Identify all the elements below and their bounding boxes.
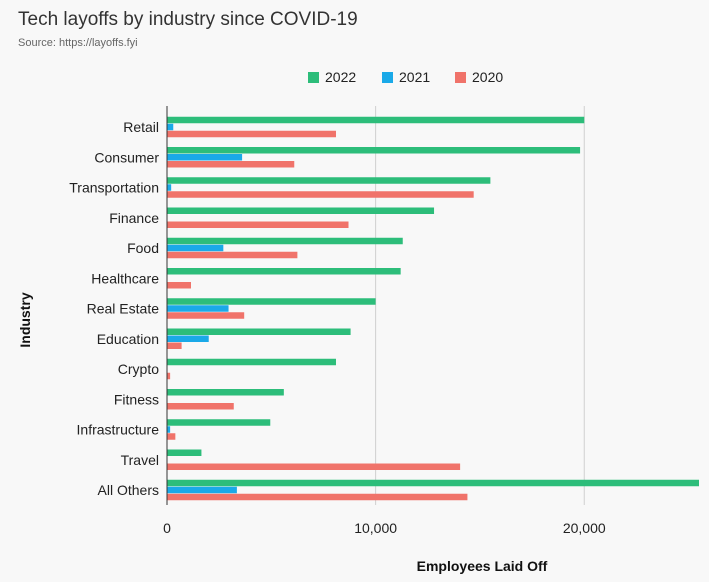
category-label: Infrastructure [77, 422, 160, 438]
bars [167, 116, 699, 501]
category-label: Food [127, 240, 159, 256]
bar-real-estate-2021 [167, 305, 229, 312]
chart-title: Tech layoffs by industry since COVID-19 [18, 9, 358, 30]
bar-fitness-2022 [167, 389, 284, 396]
bar-transportation-2022 [167, 177, 491, 184]
x-axis-title: Employees Laid Off [417, 558, 548, 574]
category-label: Crypto [118, 361, 159, 377]
bar-education-2022 [167, 328, 351, 335]
bar-finance-2022 [167, 207, 435, 214]
category-label: Travel [121, 452, 159, 468]
bar-retail-2022 [167, 116, 585, 124]
legend-swatch-2021 [382, 72, 393, 83]
legend-label-2022: 2022 [325, 69, 356, 85]
x-tick-label: 20,000 [563, 520, 606, 536]
bar-infrastructure-2022 [167, 419, 271, 426]
bar-all-others-2021 [167, 486, 237, 494]
legend: 2022 2021 2020 [308, 69, 503, 85]
legend-swatch-2022 [308, 72, 319, 83]
bar-food-2022 [167, 237, 403, 245]
bar-consumer-2022 [167, 147, 581, 154]
bar-all-others-2020 [167, 493, 468, 501]
bar-all-others-2022 [167, 479, 699, 487]
category-label: Consumer [94, 149, 159, 165]
category-label: Retail [123, 119, 159, 135]
bar-consumer-2020 [167, 161, 295, 168]
bar-healthcare-2022 [167, 268, 401, 275]
bar-infrastructure-2021 [167, 426, 171, 433]
x-tick-label: 10,000 [354, 520, 397, 536]
category-label: Real Estate [87, 301, 160, 317]
y-axis-title: Industry [17, 292, 33, 347]
category-label: All Others [98, 482, 159, 498]
bar-retail-2021 [167, 123, 174, 131]
bar-education-2020 [167, 342, 182, 349]
axes: Retail Consumer Transportation Finance Food H… [69, 106, 606, 536]
bar-real-estate-2020 [167, 312, 245, 319]
bar-crypto-2020 [167, 372, 171, 380]
category-label: Finance [109, 210, 159, 226]
bar-healthcare-2020 [167, 282, 191, 289]
bar-finance-2020 [167, 221, 349, 228]
bar-transportation-2021 [167, 184, 172, 191]
bar-food-2021 [167, 244, 224, 252]
legend-label-2020: 2020 [472, 69, 503, 85]
bar-retail-2020 [167, 130, 336, 138]
bar-transportation-2020 [167, 191, 474, 198]
bar-travel-2022 [167, 449, 202, 456]
grid-lines [375, 106, 585, 505]
bar-food-2020 [167, 251, 298, 259]
bar-infrastructure-2020 [167, 433, 176, 440]
legend-swatch-2020 [455, 72, 466, 83]
category-label: Healthcare [91, 270, 159, 286]
bar-crypto-2022 [167, 358, 336, 366]
bar-travel-2020 [167, 463, 461, 470]
bar-fitness-2020 [167, 403, 234, 410]
bar-education-2021 [167, 335, 209, 342]
chart-source: Source: https://layoffs.fyi [18, 37, 138, 49]
bar-real-estate-2022 [167, 298, 376, 305]
x-tick-label: 0 [163, 520, 171, 536]
category-label: Fitness [114, 391, 159, 407]
category-label: Transportation [69, 180, 159, 196]
legend-label-2021: 2021 [399, 69, 430, 85]
bar-consumer-2021 [167, 154, 243, 161]
category-label: Education [97, 331, 159, 347]
